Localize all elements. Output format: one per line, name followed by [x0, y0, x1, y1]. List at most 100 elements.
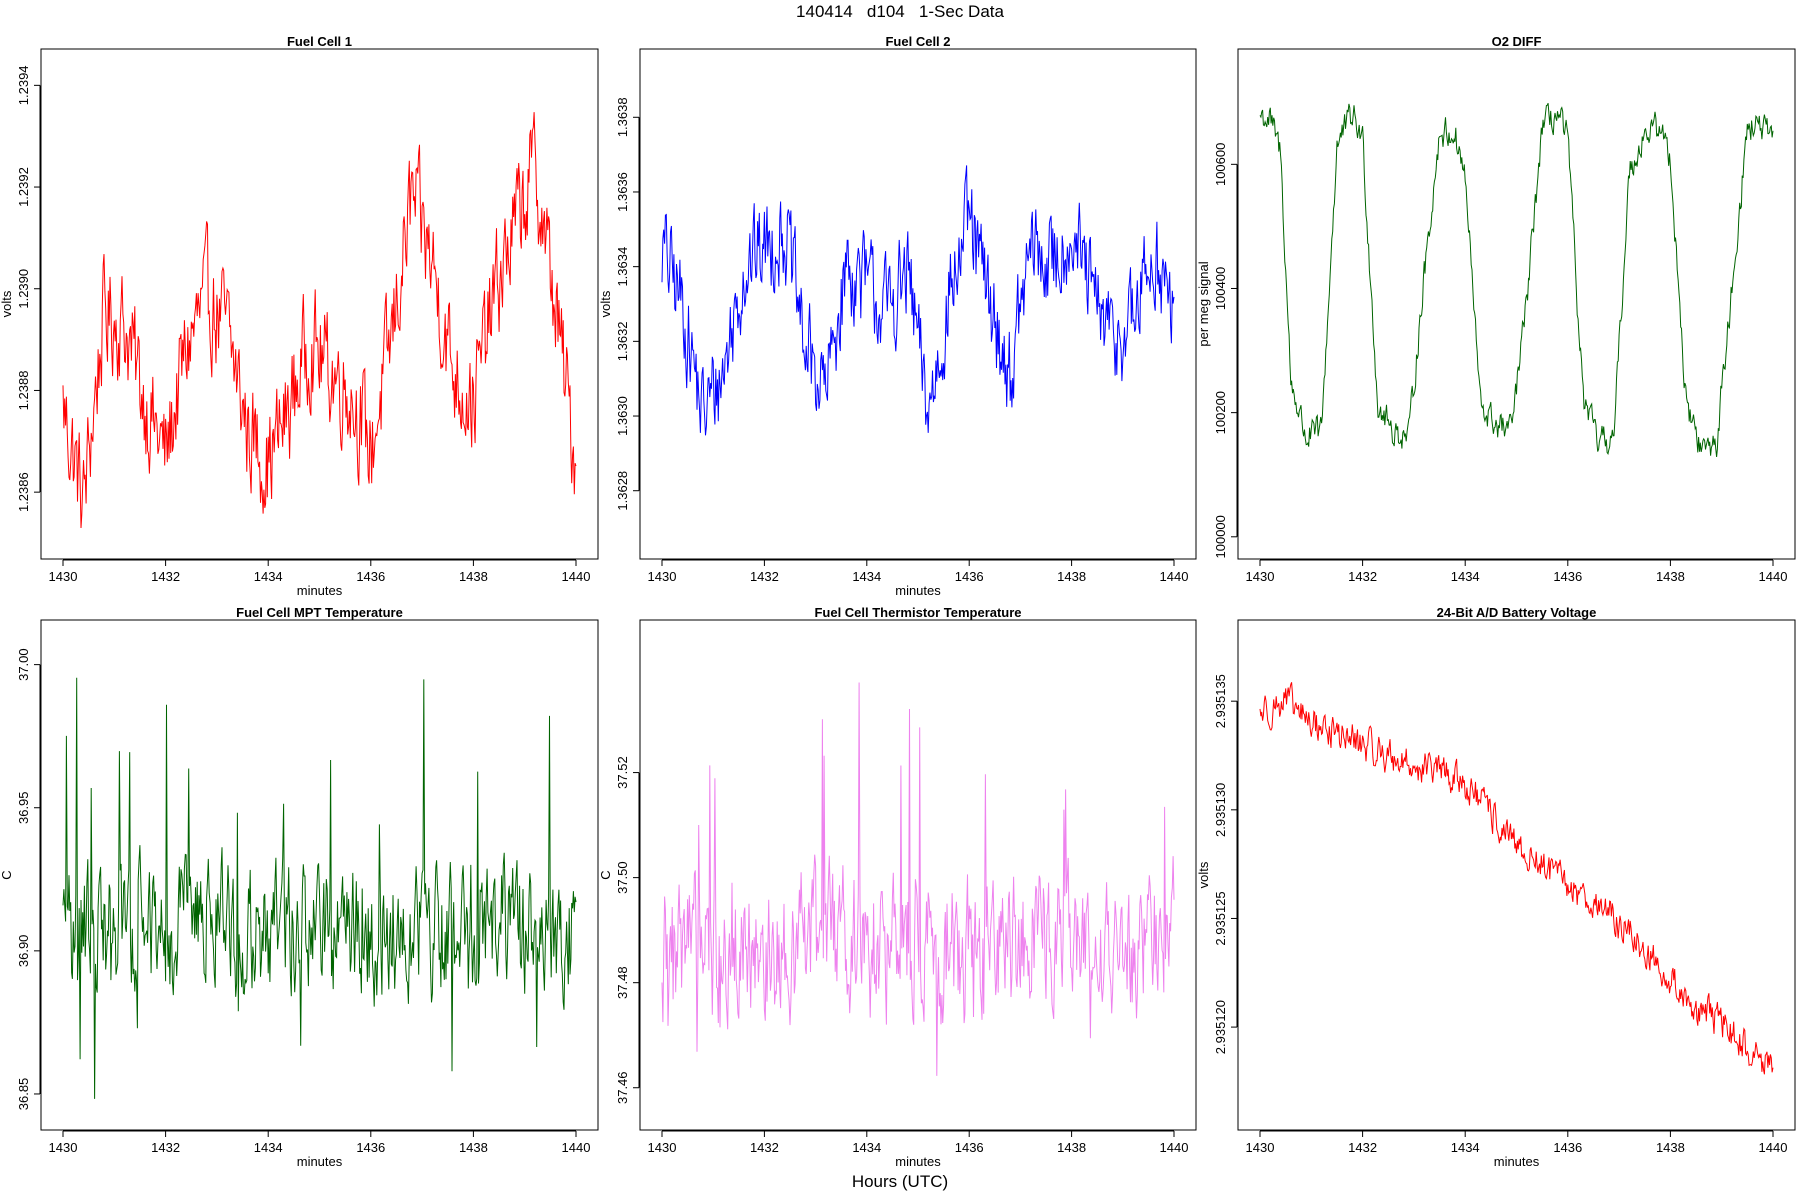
y-tick-label: 1.2390	[16, 269, 31, 309]
y-tick-label: 100600	[1213, 143, 1228, 186]
series-line	[661, 165, 1175, 436]
x-axis-label: minutes	[895, 1154, 941, 1169]
figure-title: 140414 d104 1-Sec Data	[796, 2, 1004, 21]
x-tick-label: 1438	[1656, 569, 1685, 584]
plot-frame	[639, 48, 1197, 560]
x-tick-label: 1440	[1160, 1140, 1189, 1155]
y-tick-label: 2.935125	[1213, 891, 1228, 945]
y-tick-label: 1.2394	[16, 65, 31, 105]
x-tick-label: 1432	[750, 569, 779, 584]
x-tick-label: 1440	[562, 569, 591, 584]
x-tick-label: 1438	[1057, 1140, 1086, 1155]
x-tick-label: 1434	[254, 569, 283, 584]
x-tick-label: 1432	[151, 569, 180, 584]
y-tick-label: 1.3628	[615, 471, 630, 511]
x-tick-label: 1438	[1057, 569, 1086, 584]
subplot-title: O2 DIFF	[1492, 34, 1542, 49]
y-tick-label: 1.2388	[16, 371, 31, 411]
x-tick-label: 1430	[49, 1140, 78, 1155]
x-tick-label: 1434	[852, 569, 881, 584]
y-tick-label: 1.3634	[615, 247, 630, 287]
plot-frame	[40, 48, 599, 560]
y-tick-label: 100400	[1213, 267, 1228, 310]
x-tick-label: 1430	[648, 569, 677, 584]
plot-frame	[40, 619, 599, 1131]
plot-frame	[639, 619, 1197, 1131]
y-axis-label: C	[598, 870, 613, 879]
x-axis-label: minutes	[1494, 1154, 1540, 1169]
y-axis-label: volts	[0, 290, 14, 317]
subplot-title: 24-Bit A/D Battery Voltage	[1437, 605, 1597, 620]
y-tick-label: 1.3636	[615, 172, 630, 212]
y-tick-label: 2.935130	[1213, 783, 1228, 837]
subplot-4: Fuel Cell MPT Temperature 1430 1432 1434 143…	[0, 605, 599, 1169]
x-tick-label: 1432	[1348, 569, 1377, 584]
y-tick-label: 1.2392	[16, 167, 31, 207]
series-line	[62, 677, 577, 1099]
y-tick-label: 1.3638	[615, 97, 630, 137]
y-tick-label: 100200	[1213, 391, 1228, 434]
y-tick-label: 100000	[1213, 515, 1228, 558]
x-tick-label: 1432	[750, 1140, 779, 1155]
series-line	[1259, 682, 1774, 1075]
x-tick-label: 1434	[852, 1140, 881, 1155]
subplot-5: Fuel Cell Thermistor Temperature 1430 1432…	[598, 605, 1197, 1169]
subplot-title: Fuel Cell MPT Temperature	[236, 605, 403, 620]
y-axis-label: per meg signal	[1196, 261, 1211, 346]
x-tick-label: 1434	[1451, 1140, 1480, 1155]
x-tick-label: 1440	[1160, 569, 1189, 584]
x-tick-label: 1438	[459, 569, 488, 584]
x-tick-label: 1432	[1348, 1140, 1377, 1155]
x-tick-label: 1432	[151, 1140, 180, 1155]
y-axis-label: volts	[598, 290, 613, 317]
x-tick-label: 1438	[1656, 1140, 1685, 1155]
figure-footer-label: Hours (UTC)	[851, 1172, 949, 1191]
y-tick-label: 36.90	[16, 935, 31, 968]
x-tick-label: 1430	[49, 569, 78, 584]
plot-frame	[1237, 619, 1796, 1131]
x-tick-label: 1436	[356, 1140, 385, 1155]
series-line	[1259, 103, 1774, 458]
x-tick-label: 1436	[1553, 1140, 1582, 1155]
y-tick-label: 1.2386	[16, 472, 31, 512]
x-tick-label: 1436	[955, 1140, 984, 1155]
subplot-2: Fuel Cell 2 1430 1432 1434 1436 1438 1440 minut…	[598, 34, 1197, 598]
series-line	[62, 112, 577, 529]
x-axis-label: minutes	[297, 583, 343, 598]
subplot-title: Fuel Cell 1	[287, 34, 352, 49]
y-tick-label: 37.00	[16, 648, 31, 681]
y-tick-label: 37.48	[615, 966, 630, 999]
subplot-title: Fuel Cell Thermistor Temperature	[814, 605, 1021, 620]
x-tick-label: 1440	[1759, 1140, 1788, 1155]
x-tick-label: 1436	[1553, 569, 1582, 584]
y-tick-label: 2.935135	[1213, 674, 1228, 728]
y-axis-label: volts	[1196, 861, 1211, 888]
subplot-title: Fuel Cell 2	[885, 34, 950, 49]
series-line	[661, 682, 1175, 1076]
subplot-3: O2 DIFF 1430 1432 1434 1436 1438 1440 100000 100…	[1196, 34, 1796, 584]
x-tick-label: 1436	[955, 569, 984, 584]
y-tick-label: 37.50	[615, 861, 630, 894]
plot-frame	[1237, 48, 1796, 560]
y-tick-label: 1.3632	[615, 321, 630, 361]
x-tick-label: 1434	[1451, 569, 1480, 584]
x-tick-label: 1440	[1759, 569, 1788, 584]
x-tick-label: 1438	[459, 1140, 488, 1155]
x-tick-label: 1434	[254, 1140, 283, 1155]
y-tick-label: 36.85	[16, 1078, 31, 1111]
y-axis-label: C	[0, 870, 14, 879]
y-tick-label: 37.52	[615, 756, 630, 789]
x-tick-label: 1440	[562, 1140, 591, 1155]
x-axis-label: minutes	[297, 1154, 343, 1169]
x-tick-label: 1436	[356, 569, 385, 584]
subplot-1: Fuel Cell 1 1430 1432 1434 1436 1438 1440 minut…	[0, 34, 599, 598]
x-tick-label: 1430	[1246, 1140, 1275, 1155]
x-tick-label: 1430	[648, 1140, 677, 1155]
y-tick-label: 1.3630	[615, 396, 630, 436]
y-tick-label: 2.935120	[1213, 1000, 1228, 1054]
x-tick-label: 1430	[1246, 569, 1275, 584]
y-tick-label: 36.95	[16, 791, 31, 824]
y-tick-label: 37.46	[615, 1071, 630, 1104]
subplot-6: 24-Bit A/D Battery Voltage 1430 1432 1434 14…	[1196, 605, 1796, 1169]
